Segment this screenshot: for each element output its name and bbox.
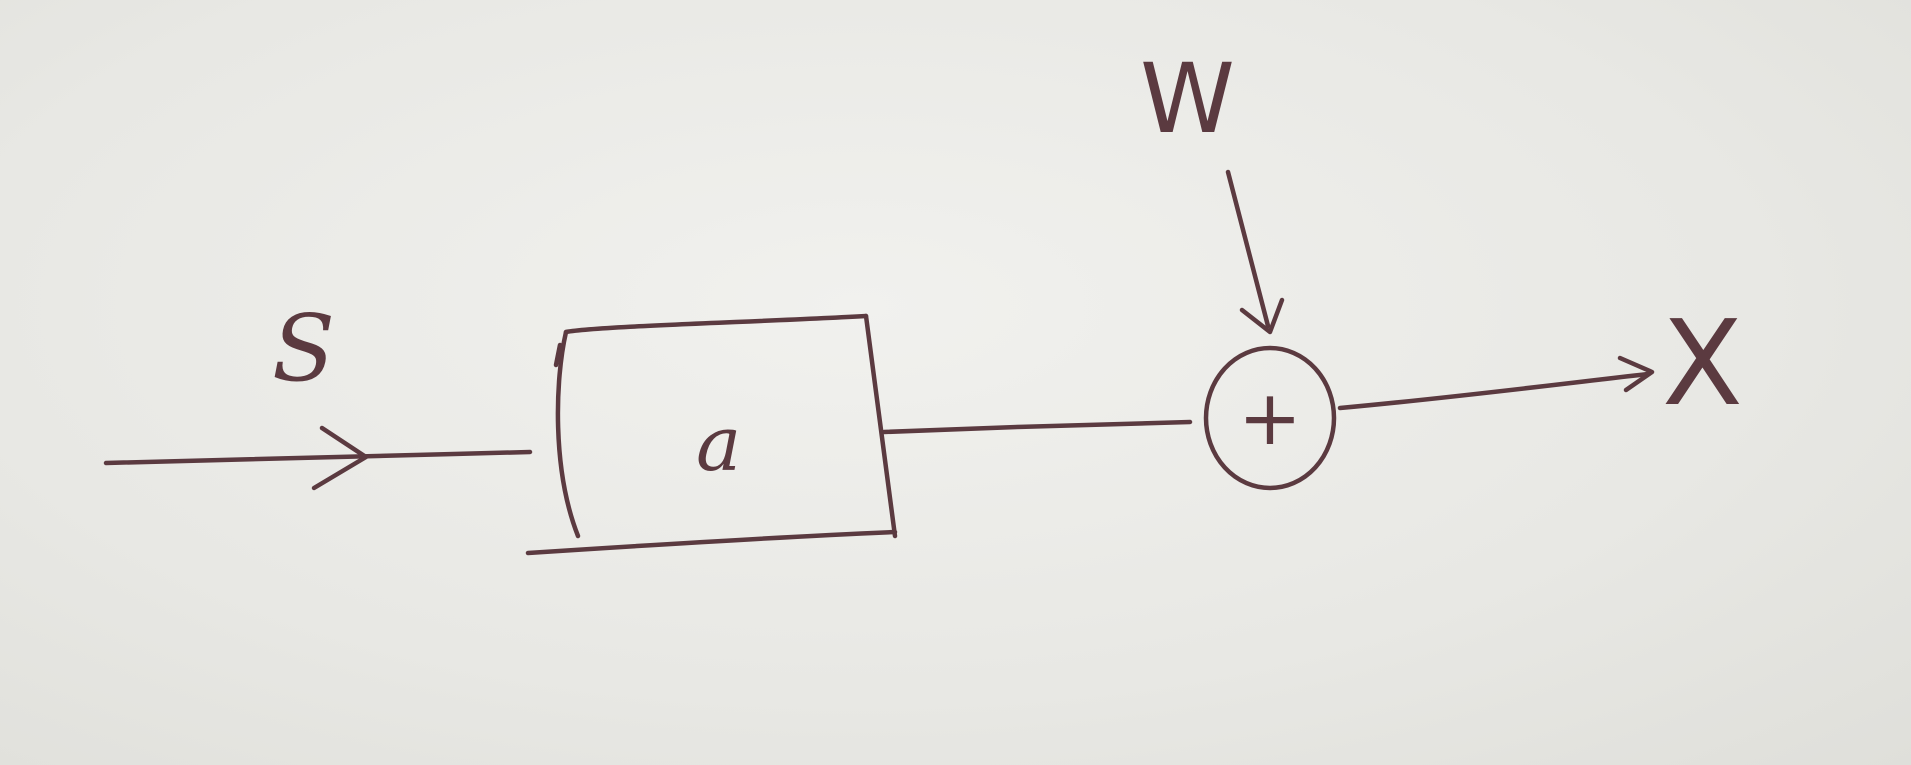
- disturbance-label: W: [1140, 43, 1235, 155]
- summing-junction: [1203, 345, 1337, 491]
- output-label: X: [1662, 294, 1743, 432]
- input-signal-arrow: [103, 425, 533, 491]
- output-signal-arrow: [1337, 355, 1655, 411]
- transfer-block: [525, 313, 898, 556]
- block-label: a: [696, 399, 741, 488]
- disturbance-arrow: [1225, 169, 1285, 335]
- block-to-sum-line: [881, 419, 1193, 435]
- input-label: S: [272, 295, 335, 402]
- summing-symbol: +: [1238, 373, 1302, 462]
